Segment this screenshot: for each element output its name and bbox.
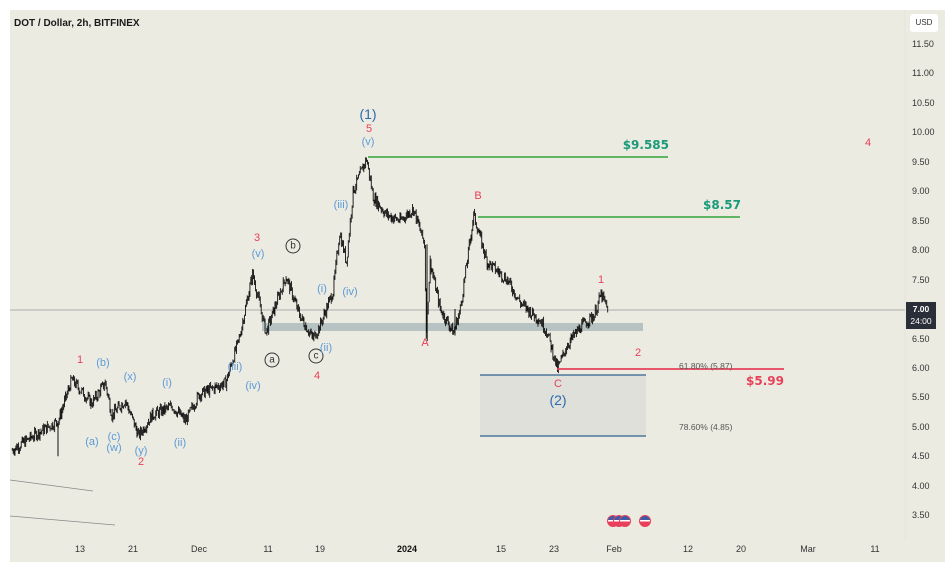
fib-618-label: 61.80% (5.87) [679, 361, 733, 371]
wave-label[interactable]: 4 [864, 137, 872, 149]
wave-label[interactable]: B [474, 190, 482, 202]
wave-label[interactable]: (i) [162, 377, 172, 389]
currency-button[interactable]: USD [910, 14, 938, 32]
fib-786-label: 78.60% (4.85) [679, 422, 733, 432]
time-tick: 11 [263, 544, 273, 554]
wave-label[interactable]: (v) [251, 248, 265, 260]
us-flag-event-icon[interactable] [639, 515, 651, 527]
wave-label[interactable]: (a) [85, 436, 99, 448]
target-label-857: $8.57 [703, 198, 741, 212]
price-tick: 10.00 [912, 127, 935, 138]
wave-label[interactable]: (w) [106, 442, 122, 454]
wave-label[interactable]: (b) [96, 357, 110, 369]
fib-zone [480, 375, 646, 436]
time-tick: 2024 [396, 544, 418, 554]
price-tick: 4.00 [912, 480, 930, 491]
price-tick: 9.50 [912, 156, 930, 167]
price-tick: 3.50 [912, 510, 930, 521]
wave-label[interactable]: a [264, 352, 280, 368]
price-tick: 5.00 [912, 421, 930, 432]
wave-label[interactable]: 1 [76, 354, 84, 366]
time-tick: Dec [190, 544, 208, 554]
time-tick: 11 [870, 544, 880, 554]
trendline-2 [9, 515, 116, 526]
time-tick: Mar [800, 544, 816, 554]
wave-label[interactable]: (x) [123, 371, 137, 383]
price-tick: 11.50 [912, 39, 934, 49]
trendline-1 [9, 479, 94, 492]
wave-label[interactable]: (2) [549, 392, 567, 408]
stop-label-599: $5.99 [746, 374, 784, 388]
wave-label[interactable]: (c) [107, 431, 121, 443]
bar-countdown: 24:00 [910, 316, 932, 326]
wave-label[interactable]: A [421, 337, 429, 349]
time-tick: 12 [682, 544, 694, 554]
wave-label[interactable]: (1) [359, 106, 377, 122]
time-tick: 13 [74, 544, 86, 554]
wave-label[interactable]: b [285, 238, 301, 254]
price-tick: 10.50 [912, 97, 935, 108]
time-tick: Feb [606, 544, 622, 554]
price-series [11, 157, 609, 457]
price-tick: 7.50 [912, 274, 930, 285]
time-tick: 19 [314, 544, 326, 554]
price-tick: 11.00 [912, 68, 934, 79]
wave-label[interactable]: (ii) [319, 342, 333, 354]
wave-label[interactable]: (iv) [245, 380, 261, 392]
price-tick: 4.50 [912, 451, 930, 462]
wave-label[interactable]: (v) [361, 136, 375, 148]
wave-label[interactable]: 3 [253, 232, 261, 244]
wave-label[interactable]: c [308, 348, 324, 364]
wave-label[interactable]: 2 [137, 456, 145, 468]
last-price-badge: 7.00 24:00 [906, 302, 936, 329]
chart-title: DOT / Dollar, 2h, BITFINEX [14, 18, 140, 29]
wave-label[interactable]: C [554, 378, 562, 390]
price-tick: 6.50 [912, 333, 930, 344]
wave-label[interactable]: (i) [317, 283, 327, 295]
price-tick: 6.00 [912, 362, 930, 373]
wave-label[interactable]: (iii) [333, 199, 349, 211]
us-flag-event-icon[interactable] [619, 515, 631, 527]
price-tick: 8.00 [912, 245, 930, 256]
time-tick: 15 [495, 544, 507, 554]
wave-label[interactable]: 4 [313, 370, 321, 382]
time-tick: 21 [127, 544, 139, 554]
wave-label[interactable]: 1 [597, 274, 605, 286]
wave-label[interactable]: (iv) [342, 286, 358, 298]
wave-label[interactable]: (iii) [227, 361, 243, 373]
last-price: 7.00 [912, 304, 930, 314]
wave-label[interactable]: (y) [134, 445, 148, 457]
wave-label[interactable]: (ii) [173, 437, 187, 449]
wave-label[interactable]: 2 [634, 347, 642, 359]
time-tick: 23 [548, 544, 560, 554]
wave-label[interactable]: 5 [365, 123, 373, 135]
chart-frame [10, 10, 945, 562]
price-tick: 9.00 [912, 186, 930, 197]
price-tick: 8.50 [912, 215, 930, 226]
price-tick: 5.50 [912, 392, 930, 403]
time-tick: 20 [735, 544, 747, 554]
target-label-9585: $9.585 [622, 138, 669, 152]
